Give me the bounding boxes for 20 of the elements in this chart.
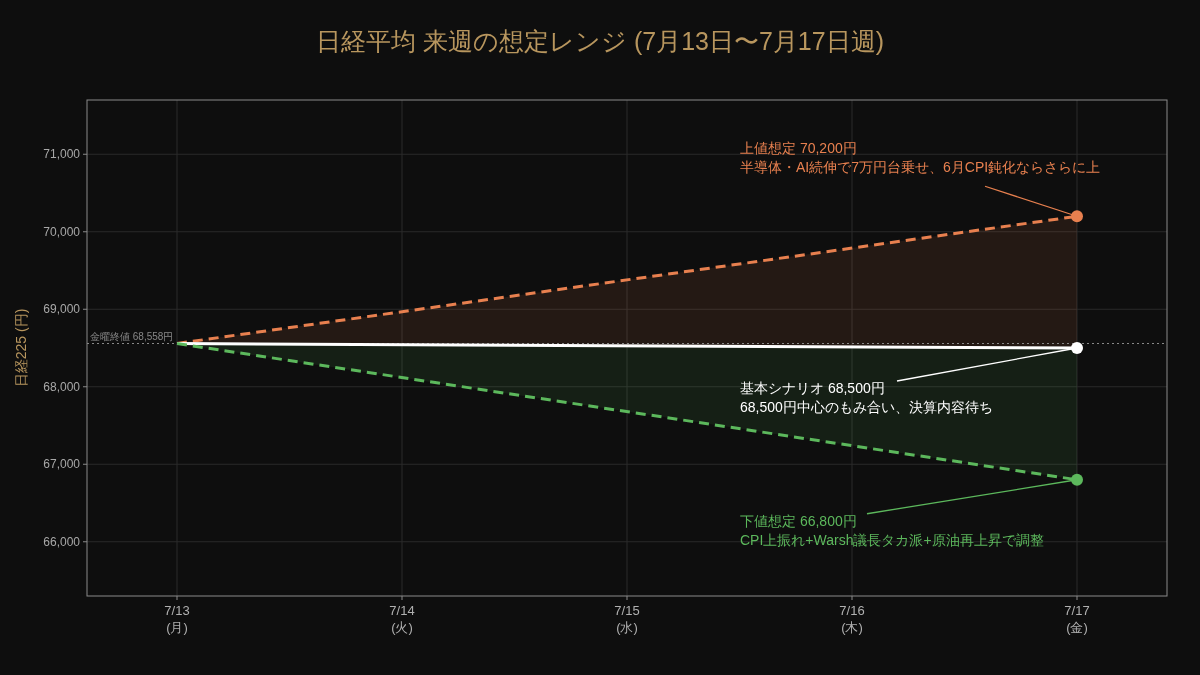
annotation: CPI上振れ+Warsh議長タカ派+原油再上昇で調整 — [740, 531, 1044, 548]
x-tick-label: 7/14 (火) — [389, 603, 415, 635]
x-tick-label: 7/16 (木) — [839, 603, 865, 635]
y-tick-label: 71,000 — [43, 147, 81, 162]
annotation: 基本シナリオ 68,500円 — [740, 380, 885, 396]
y-axis-title: 日経225 (円) — [13, 308, 29, 388]
annotation: 半導体・AI続伸で7万円台乗せ、6月CPI鈍化ならさらに上 — [740, 159, 1101, 176]
y-tick-label: 69,000 — [43, 302, 81, 317]
y-tick-label: 70,000 — [43, 224, 81, 239]
chart-title: 日経平均 来週の想定レンジ (7月13日〜7月17日週) — [316, 27, 884, 55]
y-tick-label: 66,000 — [43, 534, 81, 549]
x-tick-label: 7/15 (水) — [614, 603, 640, 635]
annotation: 68,500円中心のもみ合い、決算内容待ち — [740, 399, 993, 415]
ref-line-label: 金曜終値 68,558円 — [90, 330, 174, 342]
annotation: 上値想定 70,200円 — [740, 140, 857, 157]
x-tick-label: 7/17 (金) — [1064, 603, 1090, 635]
y-tick-label: 67,000 — [43, 457, 81, 472]
x-tick-label: 7/13 (月) — [164, 603, 190, 635]
y-tick-label: 68,000 — [43, 379, 81, 394]
annotation: 下値想定 66,800円 — [740, 512, 857, 529]
